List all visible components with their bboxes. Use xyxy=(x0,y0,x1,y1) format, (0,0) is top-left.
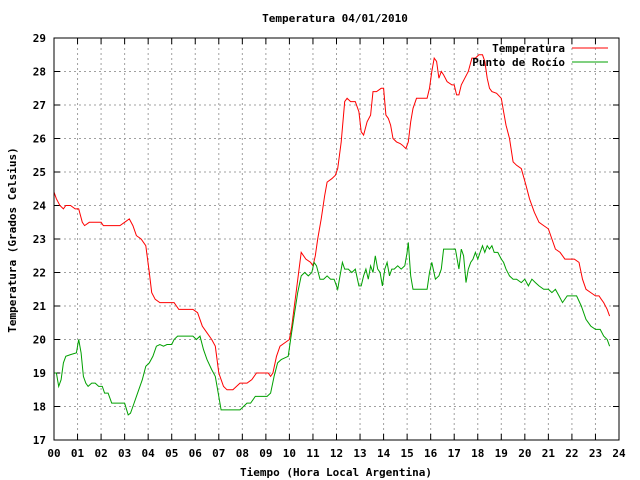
x-tick-label: 13 xyxy=(353,447,366,460)
y-tick-label: 28 xyxy=(33,66,46,79)
y-tick-label: 20 xyxy=(33,334,46,347)
x-tick-label: 08 xyxy=(236,447,249,460)
y-tick-label: 22 xyxy=(33,267,46,280)
x-tick-label: 14 xyxy=(377,447,391,460)
y-tick-label: 27 xyxy=(33,99,46,112)
x-tick-label: 03 xyxy=(118,447,131,460)
x-tick-label: 16 xyxy=(424,447,438,460)
x-tick-label: 00 xyxy=(47,447,60,460)
x-tick-label: 09 xyxy=(259,447,272,460)
y-tick-label: 25 xyxy=(33,166,46,179)
x-tick-label: 19 xyxy=(495,447,508,460)
x-tick-label: 01 xyxy=(71,447,85,460)
series-line xyxy=(54,242,611,416)
grid xyxy=(54,38,619,440)
x-tick-label: 15 xyxy=(401,447,414,460)
y-tick-label: 26 xyxy=(33,133,47,146)
chart-title: Temperatura 04/01/2010 xyxy=(262,12,408,25)
legend-label: Temperatura xyxy=(492,42,565,55)
x-tick-label: 02 xyxy=(94,447,107,460)
y-tick-label: 21 xyxy=(33,300,47,313)
x-tick-label: 05 xyxy=(165,447,178,460)
y-tick-label: 17 xyxy=(33,434,46,447)
y-tick-label: 24 xyxy=(33,200,47,213)
y-tick-label: 23 xyxy=(33,233,46,246)
x-tick-label: 21 xyxy=(542,447,556,460)
y-axis-label: Temperatura (Grados Celsius) xyxy=(6,147,19,332)
y-tick-label: 19 xyxy=(33,367,46,380)
x-tick-label: 24 xyxy=(612,447,626,460)
plot-frame xyxy=(53,37,620,441)
series-line xyxy=(53,54,611,391)
x-tick-label: 17 xyxy=(448,447,461,460)
x-tick-label: 10 xyxy=(283,447,296,460)
x-axis: 00 01 02 03 04 05 06 07 08 09 10 11 12 13 14 15 16 17 18 19… xyxy=(47,38,626,460)
legend-label: Punto de Rocío xyxy=(472,56,565,69)
x-tick-label: 04 xyxy=(142,447,156,460)
x-tick-label: 18 xyxy=(471,447,484,460)
x-tick-label: 06 xyxy=(189,447,203,460)
y-tick-label: 18 xyxy=(33,401,46,414)
x-tick-label: 07 xyxy=(212,447,225,460)
x-tick-label: 12 xyxy=(330,447,343,460)
plot-area xyxy=(53,54,611,416)
x-tick-label: 20 xyxy=(518,447,531,460)
x-axis-label: Tiempo (Hora Local Argentina) xyxy=(240,466,432,479)
x-tick-label: 11 xyxy=(306,447,320,460)
x-tick-label: 23 xyxy=(589,447,602,460)
y-tick-label: 29 xyxy=(33,32,46,45)
x-tick-label: 22 xyxy=(565,447,578,460)
